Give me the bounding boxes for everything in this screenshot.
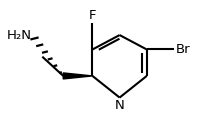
Text: F: F xyxy=(89,9,96,22)
Text: H₂N: H₂N xyxy=(7,29,32,42)
Text: Br: Br xyxy=(176,43,191,56)
Text: N: N xyxy=(115,99,124,112)
Polygon shape xyxy=(63,73,92,79)
